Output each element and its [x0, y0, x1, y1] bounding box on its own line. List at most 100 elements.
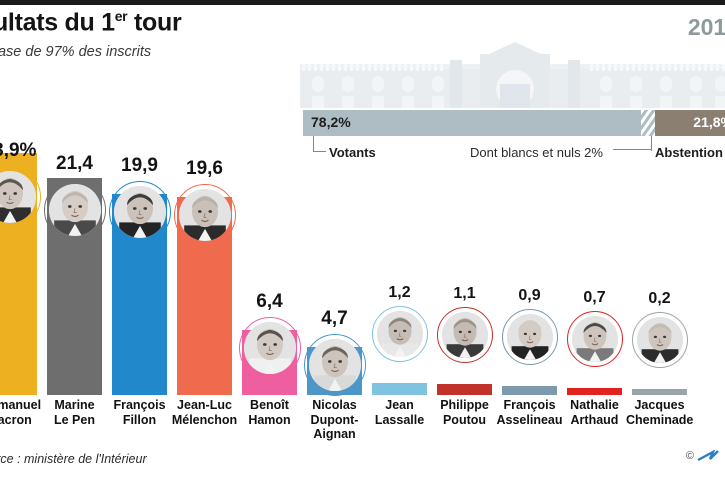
candidate-name: François Fillon	[106, 398, 173, 427]
candidate-first-name: Nicolas	[312, 398, 357, 412]
bar[interactable]	[632, 389, 687, 395]
bar-column[interactable]: 0,7	[566, 152, 623, 395]
candidate-first-name: François	[113, 398, 166, 412]
title-suffix: tour	[127, 8, 182, 37]
bar-column[interactable]: 19,9	[108, 152, 171, 395]
candidate-last-name: Dupont-	[310, 412, 359, 427]
title-prefix: Résultats du 1	[0, 8, 115, 37]
candidate-last-name: Mélenchon	[171, 412, 238, 427]
portrait-ring	[238, 317, 301, 379]
candidate-last-name: Lassalle	[374, 412, 425, 427]
candidate-first-name: Jean	[385, 398, 414, 412]
label-blancs-nuls: Dont blancs et nuls 2%	[470, 145, 603, 160]
candidate-name: EmmanuelMacron	[0, 398, 43, 427]
elysee-palace-watermark	[300, 42, 725, 108]
bar-value-label: 6,4	[256, 291, 283, 312]
candidate-last-name: Macron	[0, 412, 32, 427]
top-rule	[0, 0, 725, 5]
page-title: Résultats du 1er tour	[0, 8, 182, 37]
candidate-names-row: EmmanuelMacronMarineLe PenFrançoisFillon…	[0, 398, 725, 453]
label-votants: Votants	[329, 145, 376, 160]
votants-leader-line	[313, 136, 326, 152]
bar[interactable]	[372, 383, 427, 395]
candidate-last-name: Le Pen	[54, 412, 95, 427]
title-ordinal-suffix: er	[114, 8, 128, 24]
portrait-ring	[371, 306, 428, 362]
candidate-last-name: Hamon	[248, 412, 291, 427]
bar[interactable]	[567, 388, 622, 395]
abstention-leader-line	[651, 136, 652, 151]
candidate-name: François Asselineau	[496, 398, 563, 427]
candidate-last-name: Poutou	[442, 412, 487, 427]
candidate-portrait	[308, 339, 361, 391]
results-bar-chart: 23,9% 21,4 19,9 19,6	[0, 140, 725, 396]
portrait-ring	[566, 311, 623, 367]
label-abstention: Abstention	[655, 145, 723, 160]
bar[interactable]	[502, 386, 557, 395]
candidate-first-name: Jean-Luc	[177, 398, 232, 412]
bar-value-label: 21,4	[56, 153, 93, 174]
bar-column[interactable]: 21,4	[43, 152, 106, 395]
bar-column[interactable]: 0,2	[631, 152, 688, 395]
turnout-abstention-value: 21,8%	[693, 114, 725, 130]
candidate-first-name: Benoît	[250, 398, 289, 412]
candidate-name: Nicolas Dupont- Aignan	[301, 398, 368, 442]
candidate-portrait	[441, 312, 488, 358]
bar-value-label: 0,9	[518, 287, 541, 304]
candidate-portrait	[636, 317, 683, 363]
bar-column[interactable]: 4,7	[303, 152, 366, 396]
blancs-leader-line	[613, 149, 651, 150]
copyright-icon: ©	[685, 450, 694, 462]
turnout-blancs-nuls-hatch	[641, 110, 655, 136]
candidate-first-name: Emmanuel	[0, 398, 42, 412]
candidate-first-name: Marine	[54, 398, 95, 412]
turnout-votants-value: 78,2%	[311, 114, 351, 130]
portrait-ring	[173, 184, 236, 246]
portrait-ring	[631, 312, 688, 368]
candidate-first-name: Jacques	[634, 398, 685, 412]
bar-value-label: 19,9	[121, 155, 158, 176]
bar-column[interactable]: 1,2	[371, 152, 428, 395]
candidate-first-name: François	[503, 398, 556, 412]
bar[interactable]	[437, 384, 492, 395]
candidate-last-name-2: Aignan	[313, 427, 356, 441]
turnout-votants-segment: 78,2%	[303, 110, 641, 136]
candidate-portrait	[178, 189, 231, 241]
bar-column[interactable]: 23,9%	[0, 140, 41, 395]
candidate-name: Benoît Hamon	[236, 398, 303, 427]
portrait-ring	[436, 307, 493, 363]
bar-value-label: 1,2	[388, 284, 411, 301]
bar-column[interactable]: 0,9	[501, 152, 558, 395]
source-line: Source : ministère de l'Intérieur	[0, 452, 147, 466]
candidate-name: Philippe Poutou	[431, 398, 498, 427]
portrait-ring	[501, 309, 558, 365]
candidate-last-name: Asselineau	[496, 412, 563, 427]
portrait-ring	[303, 334, 366, 396]
candidate-last-name: Cheminade	[626, 412, 694, 427]
bar-value-label: 23,9%	[0, 140, 37, 161]
candidate-last-name: Fillon	[122, 412, 157, 427]
afp-logo-icon	[697, 450, 719, 462]
bar-value-label: 0,2	[648, 290, 671, 307]
credit-block: ©	[686, 450, 719, 462]
candidate-name: Jean Lassalle	[366, 398, 433, 427]
bar-column[interactable]: 1,1	[436, 152, 493, 395]
bar-column[interactable]: 19,6	[173, 152, 236, 395]
candidate-portrait	[571, 316, 618, 362]
bar-value-label: 1,1	[453, 285, 476, 302]
candidate-name: Jean-Luc Mélenchon	[171, 398, 238, 427]
candidate-first-name: Nathalie	[570, 398, 619, 412]
candidate-portrait	[113, 186, 166, 238]
bar-column[interactable]: 6,4	[238, 152, 301, 395]
bar-value-label: 19,6	[186, 158, 223, 179]
candidate-name: Jacques Cheminade	[626, 398, 693, 427]
bar-value-label: 0,7	[583, 289, 606, 306]
bar-value-label: 4,7	[321, 308, 348, 329]
candidate-portrait	[243, 322, 296, 374]
turnout-abstention-segment: 21,8%	[655, 110, 725, 136]
candidate-last-name: Arthaud	[570, 412, 619, 427]
candidate-portrait	[506, 314, 553, 360]
portrait-ring	[43, 179, 106, 241]
